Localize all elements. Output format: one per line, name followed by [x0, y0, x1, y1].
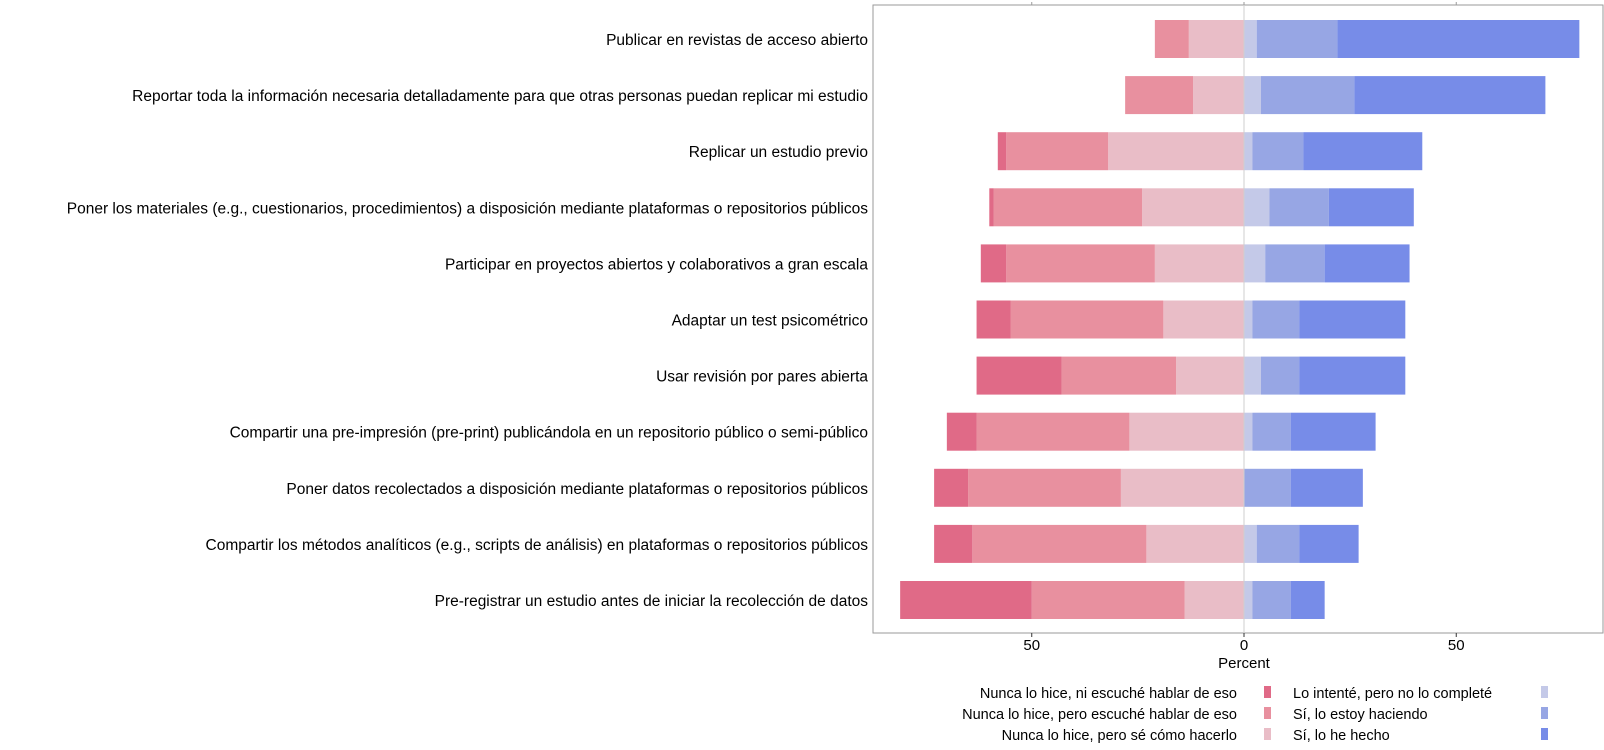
legend-label: Sí, lo he hecho — [1293, 728, 1390, 744]
bar-segment — [1176, 356, 1244, 395]
bar-segment — [1252, 412, 1291, 451]
bar-segment — [1337, 20, 1580, 58]
bar-segment — [1260, 356, 1300, 395]
bar-segment — [1256, 20, 1338, 58]
bar-segment — [1244, 300, 1253, 339]
bar-segment — [1244, 581, 1253, 619]
bar-segment — [1193, 76, 1244, 115]
bar-segment — [1303, 132, 1423, 171]
bar-segment — [1244, 76, 1261, 115]
legend-swatch — [1264, 728, 1271, 740]
bar-segment — [1010, 300, 1164, 339]
category-label: Reportar toda la información necesaria d… — [132, 88, 868, 105]
legend-swatch — [1541, 707, 1548, 719]
bar-segment — [1006, 132, 1109, 171]
bar-segment — [1299, 300, 1406, 339]
category-label: Compartir los métodos analíticos (e.g., … — [206, 537, 869, 554]
bar-segment — [1154, 20, 1189, 58]
bar-segment — [1061, 356, 1177, 395]
bar-segment — [1244, 356, 1261, 395]
bar-segment — [1299, 356, 1406, 395]
bar-segment — [946, 412, 977, 451]
bar-segment — [989, 188, 994, 227]
bar-segment — [1252, 581, 1291, 619]
bar-segment — [1252, 300, 1300, 339]
bar-segment — [1290, 468, 1363, 507]
plot-frame — [872, 4, 1604, 634]
bar-segment — [1328, 188, 1414, 227]
x-axis: 50 0 50 — [1023, 633, 1465, 654]
legend-swatch — [1264, 707, 1271, 719]
bar-segment — [900, 581, 1032, 619]
bar-segment — [1324, 244, 1410, 283]
category-label: Compartir una pre-impresión (pre-print) … — [230, 425, 868, 442]
bar-segment — [934, 468, 969, 507]
bar-segment — [1108, 132, 1244, 171]
bar-segment — [997, 132, 1007, 171]
legend-label: Nunca lo hice, pero escuché hablar de es… — [962, 707, 1237, 723]
bar-segment — [993, 188, 1143, 227]
bar-segment — [1252, 132, 1304, 171]
bar-segment — [1129, 412, 1244, 451]
category-label: Poner datos recolectados a disposición m… — [286, 481, 868, 498]
legend-swatch — [1541, 728, 1548, 740]
bar-segment — [934, 524, 973, 563]
legend-swatch — [1264, 686, 1271, 698]
bar-segment — [1120, 468, 1244, 507]
bar-segment — [976, 300, 1011, 339]
bar-segment — [1154, 244, 1244, 283]
bar-segment — [1244, 244, 1266, 283]
bar-segment — [976, 412, 1130, 451]
category-label: Replicar un estudio previo — [689, 144, 868, 161]
category-label: Adaptar un test psicométrico — [672, 313, 868, 330]
bar-segment — [1244, 468, 1291, 507]
category-label: Poner los materiales (e.g., cuestionario… — [67, 200, 868, 217]
x-tick-label: 50 — [1448, 637, 1465, 654]
bar-segment — [1290, 412, 1376, 451]
bar-segment — [968, 468, 1121, 507]
bar-segment — [976, 356, 1062, 395]
bar-segment — [1031, 581, 1185, 619]
bar-segment — [1188, 20, 1244, 58]
bar-segment — [1244, 132, 1253, 171]
category-labels: Publicar en revistas de acceso abierto Re… — [67, 32, 869, 610]
bar-segment — [1184, 581, 1244, 619]
category-label: Usar revisión por pares abierta — [656, 369, 868, 386]
bar-segment — [1125, 76, 1194, 115]
legend-label: Nunca lo hice, ni escuché hablar de eso — [980, 686, 1237, 702]
bar-segment — [1163, 300, 1244, 339]
bar-segment — [1244, 412, 1253, 451]
bar-segment — [1006, 244, 1155, 283]
bar-segment — [1260, 76, 1355, 115]
bar-segment — [1269, 188, 1329, 227]
legend: Nunca lo hice, ni escuché hablar de eso N… — [962, 686, 1548, 744]
category-label: Publicar en revistas de acceso abierto — [606, 32, 868, 49]
legend-label: Lo intenté, pero no lo completé — [1293, 686, 1492, 702]
top-axis-ticks — [1031, 2, 1457, 5]
bar-segment — [1146, 524, 1244, 563]
bar-segment — [972, 524, 1147, 563]
bars — [900, 20, 1580, 619]
x-tick-label: 50 — [1023, 637, 1040, 654]
bar-segment — [1244, 524, 1257, 563]
legend-label: Nunca lo hice, pero sé cómo hacerlo — [1002, 728, 1237, 744]
x-tick-label: 0 — [1240, 637, 1248, 654]
category-label: Participar en proyectos abiertos y colab… — [445, 256, 868, 273]
legend-swatch — [1541, 686, 1548, 698]
bar-segment — [980, 244, 1007, 283]
bar-segment — [1299, 524, 1359, 563]
bar-segment — [1256, 524, 1300, 563]
bar-segment — [1290, 581, 1325, 619]
bar-segment — [1142, 188, 1244, 227]
category-label: Pre-registrar un estudio antes de inicia… — [435, 593, 869, 610]
legend-label: Sí, lo estoy haciendo — [1293, 707, 1428, 723]
x-axis-title: Percent — [1218, 655, 1271, 672]
bar-segment — [1244, 20, 1257, 58]
bar-segment — [1265, 244, 1325, 283]
bar-segment — [1244, 188, 1270, 227]
bar-segment — [1354, 76, 1546, 115]
